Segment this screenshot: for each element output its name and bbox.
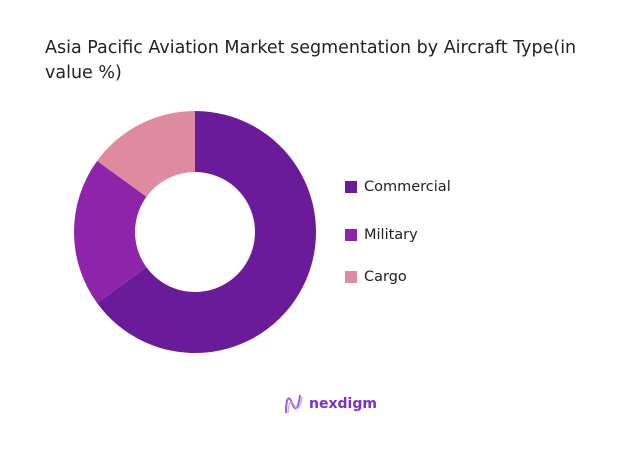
legend-label: Military [364, 227, 418, 243]
donut-slice-military [74, 160, 147, 304]
legend-swatch [345, 229, 357, 241]
legend-swatch [345, 271, 357, 283]
legend-item-military: Military [345, 227, 418, 243]
logo-text: nexdigm [309, 396, 377, 412]
donut-slice-commercial [97, 111, 316, 353]
legend-item-commercial: Commercial [345, 179, 451, 195]
legend-swatch [345, 181, 357, 193]
legend-label: Cargo [364, 269, 407, 285]
nexdigm-logo-icon [285, 394, 303, 414]
legend-item-cargo: Cargo [345, 269, 407, 285]
nexdigm-logo: nexdigm [283, 393, 377, 415]
legend-label: Commercial [364, 179, 451, 195]
chart-title: Asia Pacific Aviation Market segmentatio… [45, 38, 577, 83]
donut-slice-cargo [97, 111, 195, 197]
